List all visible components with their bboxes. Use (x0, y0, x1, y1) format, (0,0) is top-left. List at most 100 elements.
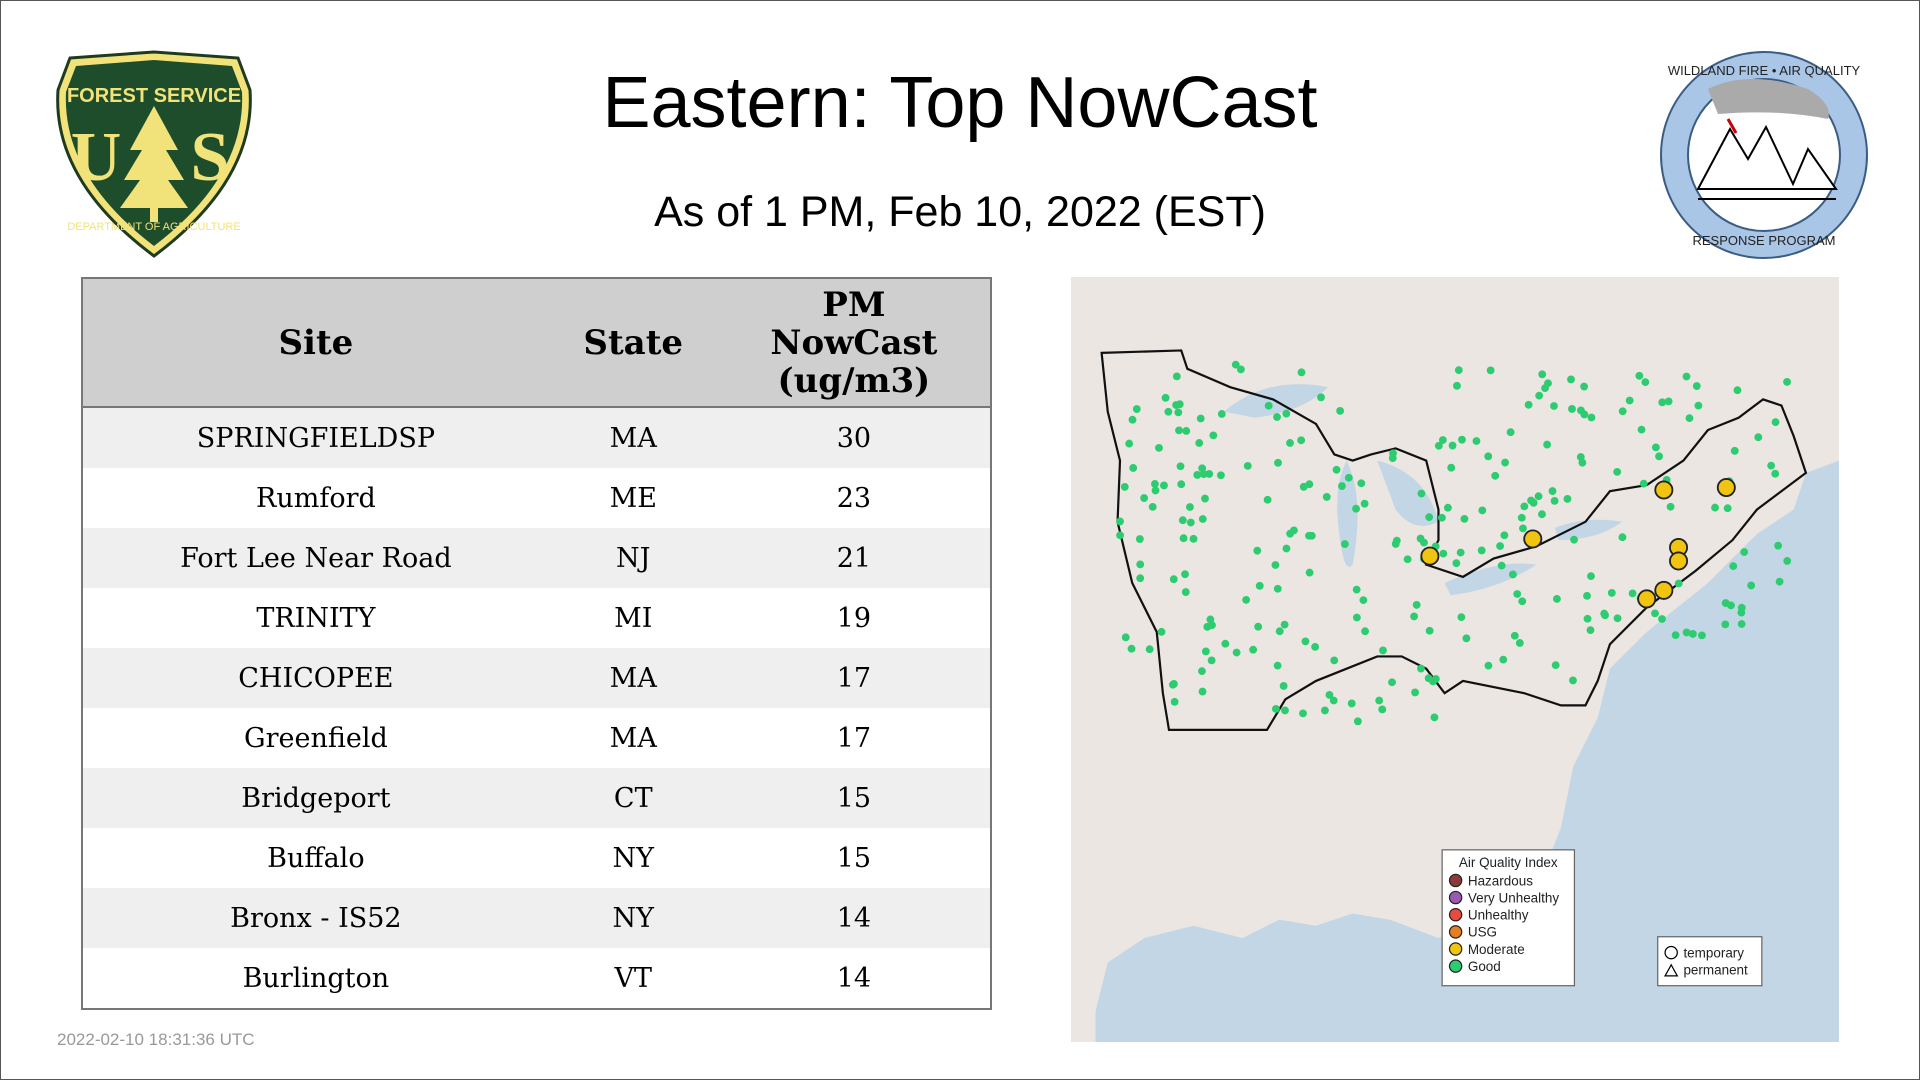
site-marker-good[interactable] (1754, 433, 1763, 442)
site-marker-good[interactable] (1311, 642, 1320, 651)
site-marker-good[interactable] (1587, 572, 1595, 581)
site-marker-good[interactable] (1454, 366, 1463, 375)
site-marker-good[interactable] (1497, 561, 1506, 570)
site-marker-good[interactable] (1280, 620, 1289, 629)
site-marker-good[interactable] (1392, 536, 1401, 545)
site-marker-good[interactable] (1116, 517, 1124, 526)
site-marker-good[interactable] (1274, 458, 1282, 467)
site-marker-good[interactable] (1682, 628, 1691, 637)
site-marker-good[interactable] (1417, 489, 1426, 498)
site-marker-good[interactable] (1578, 458, 1587, 467)
site-marker-good[interactable] (1499, 655, 1508, 664)
site-marker-good[interactable] (1671, 631, 1680, 640)
site-marker-good[interactable] (1452, 559, 1461, 568)
site-marker-good[interactable] (1352, 613, 1361, 622)
site-marker-good[interactable] (1172, 401, 1181, 409)
site-marker-good[interactable] (1253, 546, 1262, 555)
site-marker-good[interactable] (1506, 428, 1515, 437)
site-marker-moderate[interactable] (1637, 589, 1657, 609)
site-marker-good[interactable] (1375, 696, 1384, 705)
site-marker-good[interactable] (1164, 407, 1173, 416)
site-marker-good[interactable] (1655, 452, 1663, 461)
site-marker-good[interactable] (1388, 678, 1396, 687)
site-marker-good[interactable] (1136, 574, 1145, 583)
site-marker-good[interactable] (1618, 533, 1627, 542)
site-marker-good[interactable] (1198, 687, 1207, 696)
site-marker-good[interactable] (1132, 405, 1141, 413)
site-marker-good[interactable] (1570, 535, 1578, 544)
site-marker-good[interactable] (1613, 467, 1622, 476)
site-marker-good[interactable] (1550, 402, 1558, 410)
site-marker-good[interactable] (1729, 562, 1738, 571)
site-marker-good[interactable] (1534, 492, 1543, 501)
site-marker-good[interactable] (1437, 513, 1446, 522)
site-marker-good[interactable] (1472, 437, 1481, 445)
site-marker-good[interactable] (1443, 503, 1452, 512)
site-marker-good[interactable] (1242, 595, 1251, 604)
site-marker-good[interactable] (1150, 480, 1159, 488)
site-marker-good[interactable] (1352, 585, 1361, 594)
site-marker-good[interactable] (1320, 706, 1329, 715)
site-marker-good[interactable] (1563, 494, 1572, 503)
site-marker-good[interactable] (1411, 688, 1419, 697)
site-marker-good[interactable] (1168, 680, 1177, 689)
site-marker-good[interactable] (1279, 682, 1288, 690)
site-marker-good[interactable] (1424, 674, 1433, 683)
site-marker-good[interactable] (1568, 405, 1576, 413)
site-marker-good[interactable] (1221, 639, 1230, 648)
site-marker-good[interactable] (1486, 366, 1495, 375)
site-marker-good[interactable] (1783, 557, 1792, 565)
site-marker-good[interactable] (1412, 600, 1421, 609)
site-marker-good[interactable] (1359, 596, 1368, 605)
site-marker-good[interactable] (1510, 631, 1519, 640)
site-marker-good[interactable] (1193, 471, 1202, 479)
site-marker-good[interactable] (1664, 397, 1673, 406)
site-marker-good[interactable] (1157, 627, 1166, 636)
site-marker-good[interactable] (1136, 560, 1145, 569)
site-marker-good[interactable] (1305, 480, 1314, 489)
site-marker-good[interactable] (1625, 396, 1634, 405)
site-marker-good[interactable] (1541, 384, 1549, 393)
site-marker-good[interactable] (1254, 622, 1263, 631)
site-marker-good[interactable] (1774, 541, 1783, 550)
site-marker-good[interactable] (1698, 631, 1706, 640)
site-marker-good[interactable] (1329, 696, 1338, 705)
site-marker-good[interactable] (1430, 713, 1439, 722)
site-marker-good[interactable] (1121, 633, 1130, 642)
site-marker-good[interactable] (1416, 534, 1425, 543)
site-marker-good[interactable] (1431, 675, 1440, 683)
site-marker-good[interactable] (1301, 637, 1310, 646)
site-marker-moderate[interactable] (1654, 580, 1674, 600)
site-marker-good[interactable] (1453, 381, 1461, 390)
site-marker-good[interactable] (1740, 548, 1749, 556)
site-marker-good[interactable] (1179, 534, 1188, 543)
site-marker-good[interactable] (1145, 645, 1154, 654)
site-marker-moderate[interactable] (1420, 546, 1440, 566)
site-marker-good[interactable] (1721, 599, 1730, 607)
site-marker-good[interactable] (1517, 513, 1526, 522)
site-marker-good[interactable] (1425, 626, 1434, 635)
site-marker-good[interactable] (1282, 409, 1291, 418)
site-marker-good[interactable] (1231, 360, 1240, 369)
site-marker-good[interactable] (1477, 546, 1486, 555)
site-marker-good[interactable] (1447, 463, 1456, 472)
site-marker-good[interactable] (1491, 471, 1500, 480)
site-marker-good[interactable] (1120, 482, 1129, 491)
site-marker-good[interactable] (1448, 441, 1457, 450)
site-marker-good[interactable] (1439, 549, 1448, 558)
site-marker-good[interactable] (1177, 480, 1186, 489)
site-marker-good[interactable] (1417, 664, 1425, 673)
site-marker-good[interactable] (1205, 470, 1214, 478)
site-marker-good[interactable] (1628, 589, 1637, 598)
site-marker-good[interactable] (1425, 513, 1434, 522)
site-marker-good[interactable] (1160, 481, 1168, 490)
site-marker-good[interactable] (1181, 570, 1189, 579)
site-marker-good[interactable] (1286, 529, 1295, 538)
site-marker-good[interactable] (1682, 372, 1691, 381)
site-marker-good[interactable] (1140, 494, 1149, 502)
site-marker-good[interactable] (1336, 406, 1345, 415)
site-marker-good[interactable] (1410, 612, 1419, 621)
site-marker-good[interactable] (1305, 531, 1313, 540)
site-marker-moderate[interactable] (1654, 480, 1674, 500)
site-marker-good[interactable] (1305, 568, 1314, 577)
